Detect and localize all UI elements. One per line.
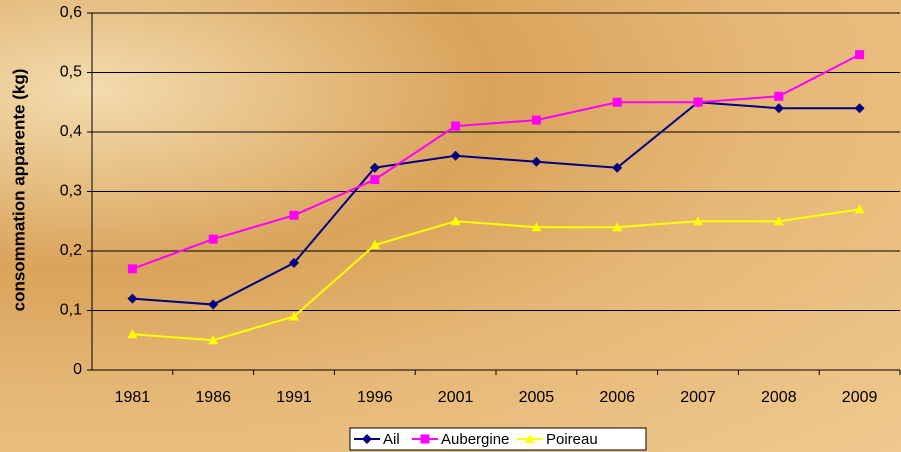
x-tick-label: 2008 <box>761 389 797 406</box>
y-tick-label: 0,6 <box>60 4 82 21</box>
x-tick-label: 1981 <box>115 389 151 406</box>
legend-marker <box>362 434 372 444</box>
legend-box <box>349 427 647 451</box>
data-point <box>531 222 542 232</box>
data-point <box>612 162 623 173</box>
data-point <box>612 97 622 107</box>
data-point <box>612 222 623 232</box>
data-point <box>531 115 541 125</box>
data-point <box>855 50 865 60</box>
data-point <box>369 240 380 250</box>
legend-marker <box>420 434 430 444</box>
legend-marker <box>525 434 535 443</box>
y-tick-label: 0,1 <box>60 302 82 319</box>
data-point <box>208 335 219 345</box>
legend-label: Aubergine <box>441 431 509 448</box>
data-point <box>774 91 784 101</box>
data-point <box>289 257 299 268</box>
y-axis-label: consommation apparente (kg) <box>9 69 28 312</box>
x-tick-label: 2007 <box>680 389 716 406</box>
series-line <box>132 208 860 342</box>
data-point <box>370 175 380 185</box>
series-line <box>132 101 860 306</box>
data-point <box>127 264 137 274</box>
x-tick-label: 1986 <box>195 389 231 406</box>
data-point <box>450 216 461 226</box>
data-point <box>450 150 461 161</box>
y-tick-label: 0,4 <box>60 123 82 140</box>
data-point <box>451 121 461 131</box>
x-tick-label: 2001 <box>438 389 474 406</box>
data-point <box>208 234 218 244</box>
data-point <box>127 293 138 304</box>
legend-label: Poireau <box>546 431 598 448</box>
x-tick-label: 2006 <box>599 389 635 406</box>
x-tick-label: 1991 <box>276 389 312 406</box>
data-point <box>693 97 703 107</box>
series-line <box>132 53 861 270</box>
y-tick-label: 0,2 <box>60 242 82 259</box>
data-point <box>854 204 865 214</box>
legend-label: Ail <box>383 431 400 448</box>
x-tick-label: 1996 <box>357 389 393 406</box>
data-point <box>208 299 219 310</box>
x-tick-label: 2005 <box>519 389 555 406</box>
x-tick-label: 2009 <box>842 389 878 406</box>
data-point <box>773 216 784 226</box>
y-tick-label: 0,3 <box>60 183 82 200</box>
data-point <box>369 162 380 173</box>
data-point <box>854 103 865 114</box>
data-point <box>773 103 784 114</box>
data-point <box>289 210 299 220</box>
data-point <box>693 216 703 226</box>
data-point <box>531 156 542 167</box>
y-tick-label: 0 <box>73 361 82 378</box>
data-point <box>289 311 299 321</box>
data-point <box>127 329 138 339</box>
y-tick-label: 0,5 <box>60 64 82 81</box>
